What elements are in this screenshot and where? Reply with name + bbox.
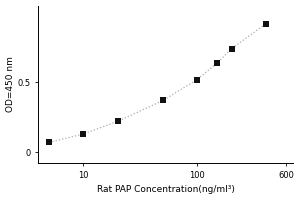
- Point: [195, 78, 200, 81]
- Point: [160, 99, 165, 102]
- X-axis label: Rat PAP Concentration(ng/ml³): Rat PAP Concentration(ng/ml³): [97, 185, 235, 194]
- Point: [215, 61, 220, 64]
- Point: [263, 22, 268, 25]
- Point: [229, 47, 234, 50]
- Point: [115, 120, 120, 123]
- Point: [81, 132, 86, 136]
- Point: [47, 141, 52, 144]
- Y-axis label: OD=450 nm: OD=450 nm: [6, 56, 15, 112]
